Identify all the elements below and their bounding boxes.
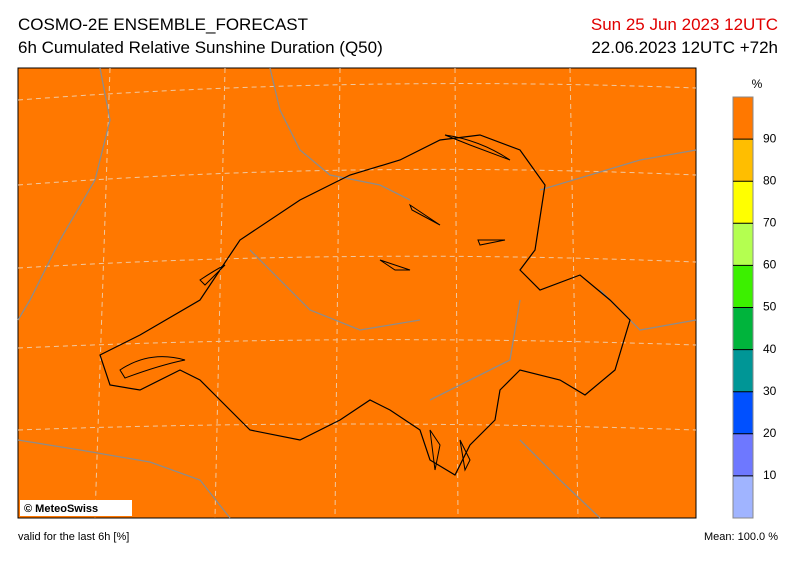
credit: © MeteoSwiss (24, 503, 98, 515)
map-field (17, 67, 697, 519)
switzerland-border (99, 134, 631, 476)
lakes (119, 134, 511, 472)
colorbar-segment (733, 181, 753, 224)
graticule (17, 67, 697, 519)
colorbar-tick-label: 80 (763, 173, 777, 187)
colorbar-tick-label: 30 (763, 384, 777, 398)
colorbar-tick-label: 90 (763, 131, 777, 145)
colorbar-unit: % (752, 77, 763, 91)
colorbar-segment (733, 223, 753, 266)
run-time: 22.06.2023 12UTC +72h (591, 38, 778, 57)
colorbar-tick-label: 50 (763, 300, 777, 314)
credit-box (20, 500, 132, 516)
colorbar-segment (733, 475, 753, 518)
colorbar-segment (733, 433, 753, 476)
colorbar-tick-label: 10 (763, 468, 777, 482)
footer-note: valid for the last 6h [%] (18, 531, 129, 543)
colorbar-tick-label: 40 (763, 342, 777, 356)
colorbar-tick-label: 70 (763, 215, 777, 229)
colorbar: % 10 20 30 40 50 60 70 80 90 (732, 77, 777, 519)
colorbar-segment (733, 265, 753, 308)
colorbar-segment (733, 139, 753, 182)
valid-time: Sun 25 Jun 2023 12UTC (591, 15, 778, 34)
colorbar-segment (733, 97, 753, 140)
subtitle: 6h Cumulated Relative Sunshine Duration … (18, 38, 383, 57)
colorbar-segment (733, 391, 753, 434)
colorbar-segment (733, 349, 753, 392)
colorbar-tick-label: 20 (763, 426, 777, 440)
colorbar-segment (733, 307, 753, 350)
map: © MeteoSwiss (17, 67, 697, 519)
title: COSMO-2E ENSEMBLE_FORECAST (18, 15, 308, 34)
colorbar-tick-label: 60 (763, 258, 777, 272)
mean-value: Mean: 100.0 % (704, 531, 778, 543)
